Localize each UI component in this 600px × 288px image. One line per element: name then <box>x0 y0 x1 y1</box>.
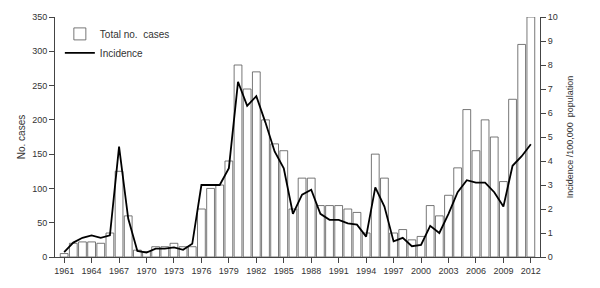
svg-text:4: 4 <box>548 156 553 166</box>
svg-text:1994: 1994 <box>356 266 376 276</box>
svg-text:1964: 1964 <box>82 266 102 276</box>
svg-text:300: 300 <box>32 46 47 56</box>
svg-text:No. cases: No. cases <box>16 115 27 159</box>
svg-text:1976: 1976 <box>191 266 211 276</box>
svg-text:9: 9 <box>548 36 553 46</box>
svg-text:1985: 1985 <box>274 266 294 276</box>
svg-text:2009: 2009 <box>493 266 513 276</box>
svg-text:150: 150 <box>32 149 47 159</box>
svg-text:1973: 1973 <box>164 266 184 276</box>
svg-text:0: 0 <box>548 252 553 262</box>
svg-text:1: 1 <box>548 228 553 238</box>
svg-text:5: 5 <box>548 132 553 142</box>
svg-text:8: 8 <box>548 60 553 70</box>
svg-text:3: 3 <box>548 180 553 190</box>
svg-text:50: 50 <box>37 218 47 228</box>
svg-text:1967: 1967 <box>109 266 129 276</box>
svg-text:2006: 2006 <box>466 266 486 276</box>
svg-text:1988: 1988 <box>301 266 321 276</box>
svg-text:2000: 2000 <box>411 266 431 276</box>
svg-text:350: 350 <box>32 12 47 22</box>
svg-text:Incidence /100,000 population: Incidence /100,000 population <box>565 76 575 199</box>
svg-text:1979: 1979 <box>219 266 239 276</box>
svg-text:1997: 1997 <box>384 266 404 276</box>
svg-text:1982: 1982 <box>246 266 266 276</box>
svg-text:10: 10 <box>548 12 558 22</box>
svg-text:Incidence: Incidence <box>100 48 143 59</box>
svg-text:2012: 2012 <box>521 266 541 276</box>
svg-text:2: 2 <box>548 204 553 214</box>
svg-text:2003: 2003 <box>438 266 458 276</box>
svg-text:7: 7 <box>548 84 553 94</box>
svg-text:6: 6 <box>548 108 553 118</box>
svg-text:1991: 1991 <box>329 266 349 276</box>
svg-text:250: 250 <box>32 81 47 91</box>
svg-text:100: 100 <box>32 184 47 194</box>
svg-text:200: 200 <box>32 115 47 125</box>
svg-text:Total no. cases: Total no. cases <box>100 29 169 40</box>
svg-text:0: 0 <box>42 252 47 262</box>
svg-text:1970: 1970 <box>136 266 156 276</box>
svg-text:1961: 1961 <box>54 266 74 276</box>
